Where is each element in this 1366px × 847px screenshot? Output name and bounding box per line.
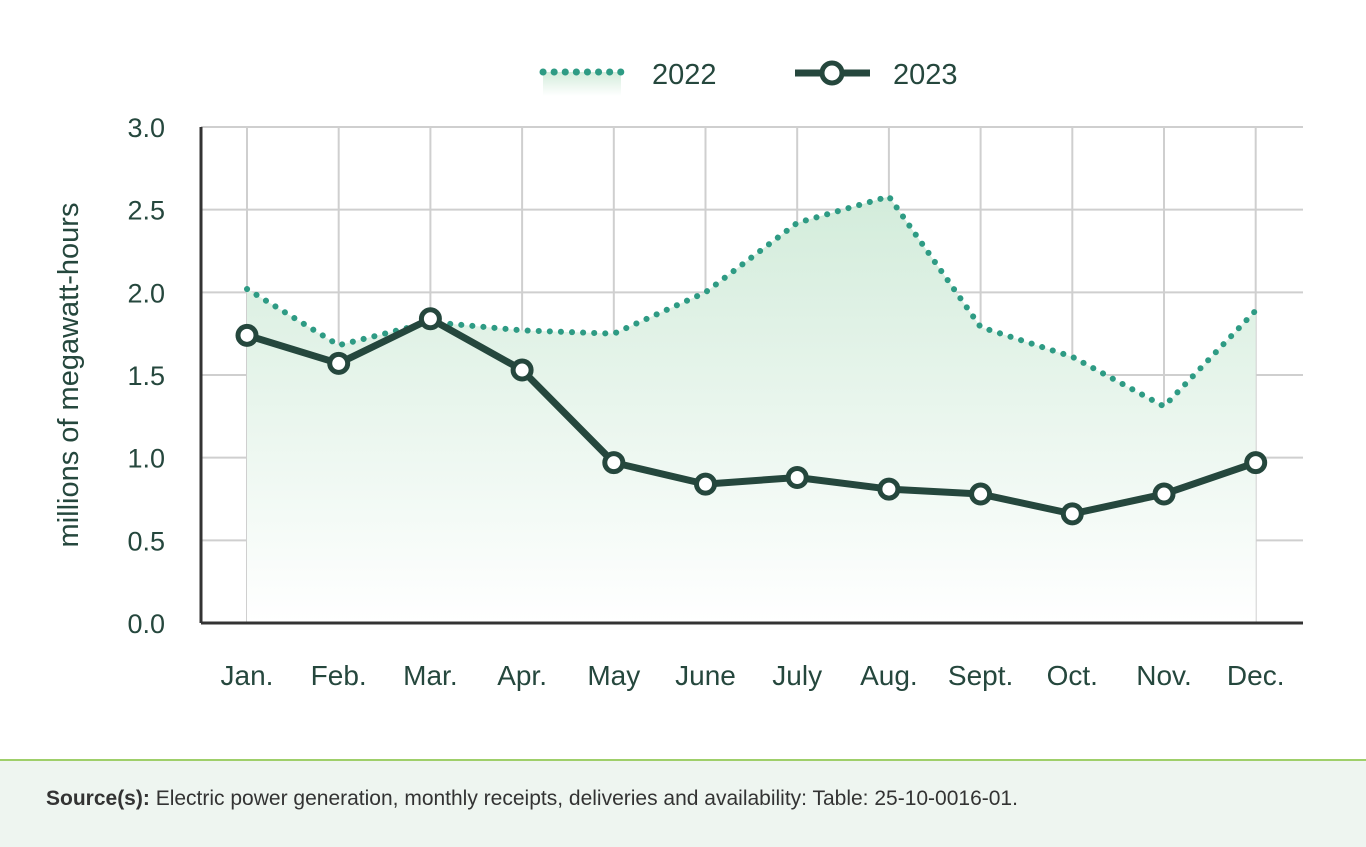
x-tick-label: Aug. <box>860 660 918 691</box>
series-2023-point <box>694 472 717 496</box>
x-tick-label: June <box>675 660 736 691</box>
y-tick-label: 0.0 <box>127 609 165 639</box>
y-tick-label: 2.5 <box>127 196 165 226</box>
source-label: Source(s): <box>46 787 150 810</box>
series-2023-line <box>245 315 1257 518</box>
y-tick-label: 1.0 <box>127 444 165 474</box>
series-2023-point <box>602 451 626 475</box>
legend-2023-marker <box>819 60 845 86</box>
x-tick-label: Apr. <box>497 660 547 691</box>
legend-2023-label: 2023 <box>893 59 958 91</box>
y-tick-label: 3.0 <box>127 113 165 143</box>
series-2023-point <box>235 323 259 347</box>
series-2023-point <box>785 466 809 490</box>
y-axis-label: millions of megawatt-hours <box>53 203 85 548</box>
x-tick-label: May <box>587 660 640 691</box>
x-tick-label: Jan. <box>221 660 274 691</box>
series-2023-point <box>969 482 993 506</box>
source-note: Source(s): Electric power generation, mo… <box>46 787 1018 811</box>
legend-2022-swatch-fill <box>543 72 621 96</box>
series-2023-point <box>1244 451 1268 475</box>
source-text: Electric power generation, monthly recei… <box>149 787 1018 810</box>
x-tick-label: Dec. <box>1227 660 1285 691</box>
x-tick-label: Mar. <box>403 660 457 691</box>
x-tick-label: Feb. <box>311 660 367 691</box>
y-tick-label: 1.5 <box>127 361 165 391</box>
series-2022-area <box>247 196 1256 623</box>
source-footer: Source(s): Electric power generation, mo… <box>0 759 1366 847</box>
y-tick-label: 2.0 <box>127 278 165 308</box>
series-2023-point <box>877 477 901 501</box>
y-tick-label: 0.5 <box>127 526 165 556</box>
legend: 2022 2023 <box>539 59 958 96</box>
series-2023-point <box>418 307 442 331</box>
series-2023-point <box>327 351 351 375</box>
x-tick-label: Oct. <box>1047 660 1098 691</box>
x-tick-label: Nov. <box>1136 660 1192 691</box>
line-chart: 0.0 0.5 1.0 1.5 2.0 2.5 3.0 Jan. Feb. Mar. Apr. May… <box>53 59 1303 691</box>
legend-2022-label: 2022 <box>652 59 717 91</box>
x-tick-label: Sept. <box>948 660 1013 691</box>
series-2023-point <box>1060 502 1084 526</box>
series-2023-point <box>1152 482 1176 506</box>
series-2023-point <box>510 358 534 382</box>
x-tick-label: July <box>772 660 822 691</box>
